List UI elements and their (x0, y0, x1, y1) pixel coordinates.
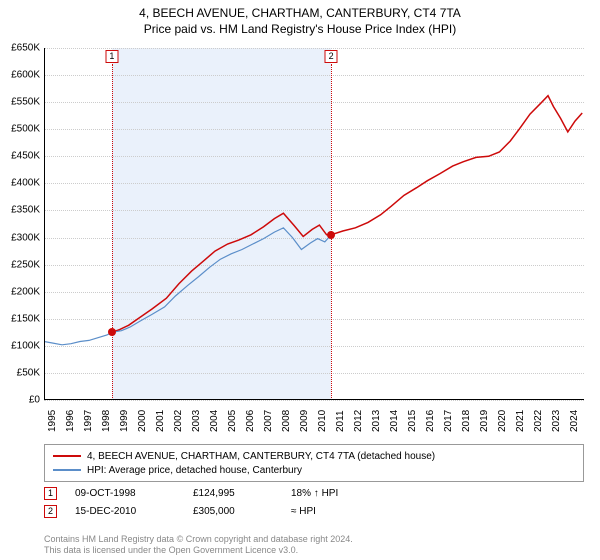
sale-point-icon (327, 231, 335, 239)
sale-row: 1 09-OCT-1998 £124,995 18% ↑ HPI (44, 484, 584, 502)
sale-marker-box: 2 (325, 50, 338, 63)
series-line (44, 228, 331, 345)
chart-container: 4, BEECH AVENUE, CHARTHAM, CANTERBURY, C… (0, 0, 600, 560)
sale-comparison: ≈ HPI (291, 506, 391, 517)
line-series-svg (44, 48, 584, 400)
legend-swatch (53, 455, 81, 457)
y-tick-label: £250K (11, 259, 40, 270)
sale-row: 2 15-DEC-2010 £305,000 ≈ HPI (44, 502, 584, 520)
legend-item: 4, BEECH AVENUE, CHARTHAM, CANTERBURY, C… (53, 449, 575, 463)
footer-attribution: Contains HM Land Registry data © Crown c… (44, 534, 353, 556)
x-tick-label: 2014 (389, 410, 400, 432)
x-tick-label: 2015 (407, 410, 418, 432)
x-tick-label: 2016 (425, 410, 436, 432)
sale-price: £305,000 (193, 506, 273, 517)
x-tick-label: 2024 (569, 410, 580, 432)
y-tick-label: £0 (29, 395, 40, 406)
y-tick-label: £50K (17, 367, 40, 378)
x-tick-label: 2006 (245, 410, 256, 432)
sale-date: 15-DEC-2010 (75, 506, 175, 517)
x-tick-label: 2020 (497, 410, 508, 432)
y-tick-label: £300K (11, 232, 40, 243)
legend-item: HPI: Average price, detached house, Cant… (53, 463, 575, 477)
y-tick-label: £150K (11, 313, 40, 324)
chart-subtitle: Price paid vs. HM Land Registry's House … (0, 20, 600, 36)
footer-line: Contains HM Land Registry data © Crown c… (44, 534, 353, 545)
x-tick-label: 2018 (461, 410, 472, 432)
x-tick-label: 2010 (317, 410, 328, 432)
y-tick-label: £350K (11, 205, 40, 216)
x-tick-label: 1998 (101, 410, 112, 432)
y-tick-label: £200K (11, 286, 40, 297)
x-tick-label: 2019 (479, 410, 490, 432)
y-tick-label: £100K (11, 340, 40, 351)
legend-swatch (53, 469, 81, 471)
x-tick-label: 2003 (191, 410, 202, 432)
chart-title: 4, BEECH AVENUE, CHARTHAM, CANTERBURY, C… (0, 0, 600, 20)
y-tick-label: £400K (11, 178, 40, 189)
plot-area: 12 £0£50K£100K£150K£200K£250K£300K£350K£… (44, 48, 584, 400)
x-tick-label: 2007 (263, 410, 274, 432)
y-tick-label: £550K (11, 97, 40, 108)
x-tick-label: 2001 (155, 410, 166, 432)
sale-date: 09-OCT-1998 (75, 488, 175, 499)
x-tick-label: 2021 (515, 410, 526, 432)
sale-point-icon (108, 328, 116, 336)
sale-comparison: 18% ↑ HPI (291, 488, 391, 499)
y-tick-label: £450K (11, 151, 40, 162)
x-tick-label: 1996 (65, 410, 76, 432)
legend-box: 4, BEECH AVENUE, CHARTHAM, CANTERBURY, C… (44, 444, 584, 482)
x-tick-label: 2004 (209, 410, 220, 432)
sale-marker-box: 2 (44, 505, 57, 518)
series-line (112, 96, 582, 333)
sales-table: 1 09-OCT-1998 £124,995 18% ↑ HPI 2 15-DE… (44, 484, 584, 520)
y-axis-line (44, 48, 45, 400)
x-tick-label: 2009 (299, 410, 310, 432)
x-tick-label: 2017 (443, 410, 454, 432)
y-tick-label: £650K (11, 43, 40, 54)
x-tick-label: 2013 (371, 410, 382, 432)
x-tick-label: 2000 (137, 410, 148, 432)
x-tick-label: 2023 (551, 410, 562, 432)
x-tick-label: 1995 (47, 410, 58, 432)
x-tick-label: 2008 (281, 410, 292, 432)
x-tick-label: 1997 (83, 410, 94, 432)
legend-label: HPI: Average price, detached house, Cant… (87, 465, 302, 476)
x-axis-line (44, 399, 584, 400)
legend-label: 4, BEECH AVENUE, CHARTHAM, CANTERBURY, C… (87, 451, 435, 462)
y-tick-label: £500K (11, 124, 40, 135)
sale-marker-box: 1 (44, 487, 57, 500)
x-tick-label: 2002 (173, 410, 184, 432)
x-tick-label: 2011 (335, 410, 346, 432)
x-axis-labels: 1995 1996 1997 1998 1999 2000 2001 2002 2003 2004… (44, 402, 584, 442)
footer-line: This data is licensed under the Open Gov… (44, 545, 353, 556)
y-tick-label: £600K (11, 70, 40, 81)
x-tick-label: 2005 (227, 410, 238, 432)
x-tick-label: 2012 (353, 410, 364, 432)
x-tick-label: 1999 (119, 410, 130, 432)
x-tick-label: 2022 (533, 410, 544, 432)
sale-price: £124,995 (193, 488, 273, 499)
sale-marker-box: 1 (105, 50, 118, 63)
